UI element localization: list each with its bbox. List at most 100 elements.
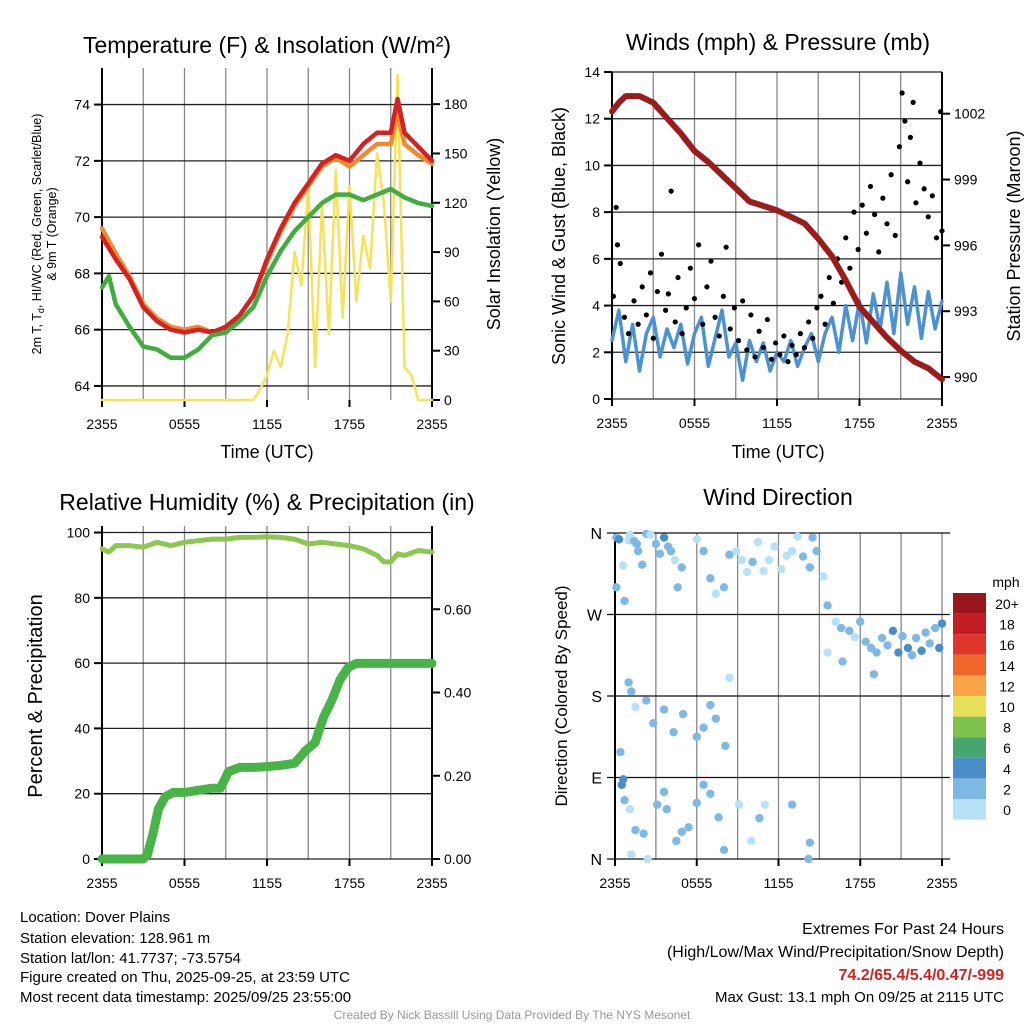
wind-xtick-label: 1755 <box>844 415 875 431</box>
wind-direction-point <box>747 836 756 846</box>
wind-direction-point <box>823 648 832 657</box>
rh-ytick-label: 40 <box>74 720 90 736</box>
colorbar-swatch <box>953 799 986 820</box>
gust-point <box>752 354 758 360</box>
gust-point <box>810 335 816 341</box>
gust-point <box>785 359 791 365</box>
temp-ytick-right-label: 60 <box>444 293 460 309</box>
wind-direction-point <box>793 532 802 541</box>
wind-direction-point <box>925 639 934 648</box>
winddir-xtick-label: 1155 <box>763 875 793 891</box>
wind-direction-point <box>869 670 879 679</box>
gust-point <box>631 298 637 304</box>
wind-direction-point <box>921 628 930 637</box>
gust-point <box>639 284 645 290</box>
wind-direction-point <box>894 648 903 657</box>
temp-ytick-label: 74 <box>74 97 90 113</box>
gust-point <box>700 321 706 327</box>
wind-chart-title: Winds (mph) & Pressure (mb) <box>626 29 930 55</box>
wind-direction-point <box>898 632 907 641</box>
wind-direction-point <box>632 539 641 549</box>
temp-ytick-right-label: 90 <box>444 244 460 260</box>
wind-direction-point <box>643 854 652 864</box>
wind-direction-point <box>903 643 913 653</box>
wind-direction-point <box>753 537 763 547</box>
gust-point <box>760 345 766 351</box>
wind-direction-point <box>725 673 734 683</box>
temp-ytick-label: 64 <box>74 378 90 394</box>
rh-ytick-label: 20 <box>74 786 90 802</box>
colorbar-swatch <box>953 593 986 614</box>
wind-direction-point <box>624 678 633 687</box>
wind-direction-point <box>677 563 686 572</box>
gust-point <box>789 342 795 348</box>
gust-point <box>880 195 886 201</box>
wind-direction-point <box>655 549 665 559</box>
wind-direction-point <box>770 542 779 551</box>
rh-ytick-right-label: 0.40 <box>444 685 471 701</box>
wind-direction-point <box>907 651 917 660</box>
temp-chart-title: Temperature (F) & Insolation (W/m²) <box>83 32 451 58</box>
temp-ytick-label: 72 <box>74 153 90 169</box>
gust-point <box>905 179 911 185</box>
wind-direction-point <box>877 633 887 643</box>
wind-ytick-label: 0 <box>592 391 600 407</box>
gust-point <box>773 340 779 346</box>
rh-ytick-label: 60 <box>74 655 90 671</box>
wind-direction-point <box>719 583 729 592</box>
gust-point <box>683 305 689 311</box>
wind-direction-point <box>699 780 708 789</box>
gust-point <box>621 314 627 320</box>
gust-point <box>896 144 902 150</box>
gust-point <box>830 300 836 306</box>
gust-point <box>917 160 923 166</box>
wind-direction-point <box>787 546 797 556</box>
wind-direction-point <box>850 632 859 642</box>
wind-direction-point <box>662 804 671 814</box>
colorbar-label: 14 <box>999 658 1015 674</box>
wind-ytick-label: 4 <box>592 298 600 314</box>
winddir-chart-title: Wind Direction <box>703 484 853 510</box>
gust-point <box>855 246 861 253</box>
wind-direction-point <box>787 800 797 809</box>
gust-point <box>668 188 674 194</box>
winddir-y-label: Direction (Colored By Speed) <box>552 585 571 806</box>
gust-point <box>781 333 787 339</box>
gust-point <box>740 298 746 304</box>
wind-direction-point <box>760 800 770 809</box>
rh-chart-title: Relative Humidity (%) & Precipitation (i… <box>59 489 474 515</box>
temp-ytick-right-label: 180 <box>444 96 468 112</box>
gust-point <box>818 293 824 299</box>
temp-y-label-line2: & 9m T (Orange) <box>45 187 59 280</box>
gust-point <box>764 316 770 323</box>
colorbar-swatch <box>953 634 986 655</box>
gust-point <box>625 331 632 337</box>
wind-ytick-right-label: 993 <box>954 303 978 319</box>
wind-ytick-right-label: 999 <box>954 172 978 188</box>
wind-direction-point <box>612 583 621 592</box>
wind-ytick-right-label: 990 <box>954 369 978 385</box>
gust-point <box>902 118 908 124</box>
wind-direction-point <box>684 823 693 832</box>
colorbar-label: 4 <box>1003 761 1011 777</box>
wind-direction-point <box>706 789 715 798</box>
winddir-xtick-label: 0555 <box>681 875 712 891</box>
wind-direction-point <box>861 637 870 646</box>
gust-point <box>665 291 671 297</box>
gust-point <box>727 326 733 332</box>
precipitation-line <box>97 658 437 864</box>
wind-direction-point <box>620 795 629 805</box>
rh-y-label: Percent & Precipitation <box>25 594 47 797</box>
wind-direction-point <box>639 829 648 838</box>
wind-direction-point <box>819 572 828 581</box>
wind-direction-point <box>838 657 847 666</box>
wind-direction-point <box>734 800 744 809</box>
wind-direction-point <box>659 705 669 714</box>
colorbar-swatch <box>953 613 986 635</box>
solar-insolation-line <box>100 73 434 402</box>
winddir-ytick-label: N <box>590 852 602 869</box>
colorbar-label: 8 <box>1003 720 1011 736</box>
temp-ytick-right-label: 30 <box>444 343 460 359</box>
rh-ytick-label: 80 <box>74 590 90 606</box>
wind-ytick-label: 6 <box>592 251 600 267</box>
